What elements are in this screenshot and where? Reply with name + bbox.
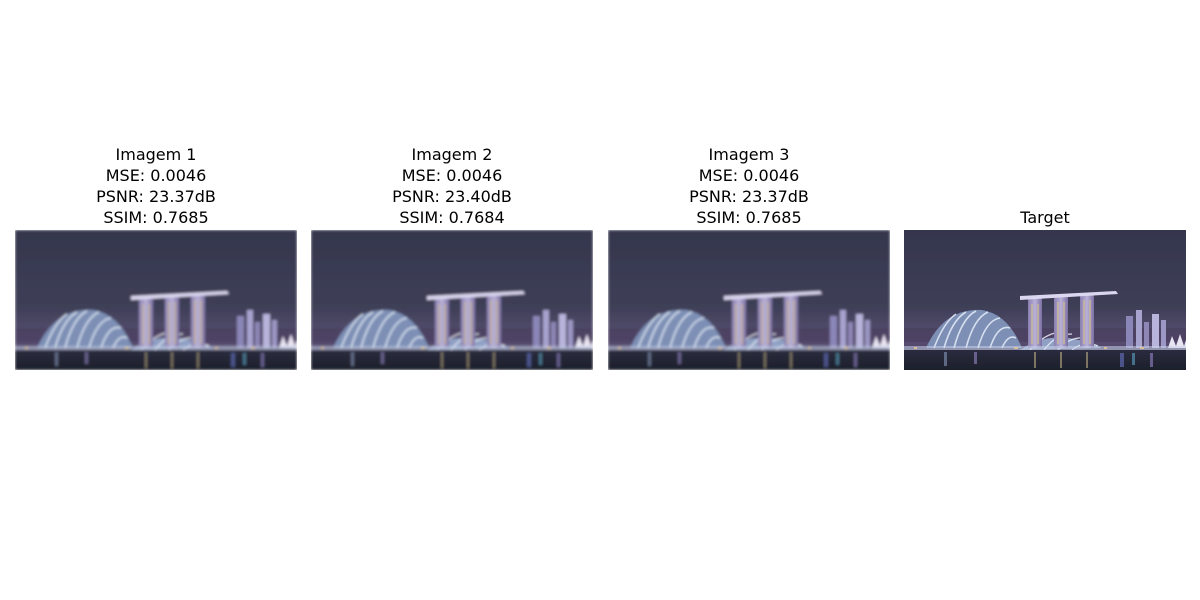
panel-3-mse: MSE: 0.0046 bbox=[698, 166, 800, 185]
panel-1-title: Imagem 1 bbox=[115, 145, 197, 164]
panel-2-mse: MSE: 0.0046 bbox=[401, 166, 503, 185]
panel-2-image bbox=[311, 230, 593, 370]
panel-1-caption: Imagem 1 MSE: 0.0046 PSNR: 23.37dB SSIM:… bbox=[15, 140, 297, 228]
panel-2-ssim: SSIM: 0.7684 bbox=[399, 208, 505, 227]
panel-1-image bbox=[15, 230, 297, 370]
panel-1-mse: MSE: 0.0046 bbox=[105, 166, 207, 185]
panel-1-psnr: PSNR: 23.37dB bbox=[96, 187, 216, 206]
panel-3-ssim: SSIM: 0.7685 bbox=[696, 208, 802, 227]
panel-3-psnr: PSNR: 23.37dB bbox=[689, 187, 809, 206]
panel-target-caption: Target bbox=[904, 140, 1186, 228]
panel-1-ssim: SSIM: 0.7685 bbox=[103, 208, 209, 227]
panel-target-image bbox=[904, 230, 1186, 370]
panel-3-caption: Imagem 3 MSE: 0.0046 PSNR: 23.37dB SSIM:… bbox=[608, 140, 890, 228]
panel-2-caption: Imagem 2 MSE: 0.0046 PSNR: 23.40dB SSIM:… bbox=[311, 140, 593, 228]
panel-2-psnr: PSNR: 23.40dB bbox=[392, 187, 512, 206]
panel-3-title: Imagem 3 bbox=[708, 145, 790, 164]
panel-2-title: Imagem 2 bbox=[411, 145, 493, 164]
panel-3-image bbox=[608, 230, 890, 370]
panel-target-title: Target bbox=[1020, 208, 1070, 227]
